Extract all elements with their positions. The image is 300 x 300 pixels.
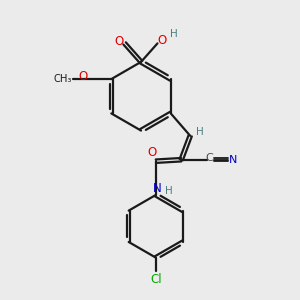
Text: H: H	[164, 186, 172, 196]
Text: N: N	[229, 155, 238, 165]
Text: H: H	[170, 29, 178, 39]
Text: N: N	[153, 182, 162, 195]
Text: O: O	[115, 34, 124, 47]
Text: C: C	[206, 153, 214, 163]
Text: O: O	[158, 34, 167, 47]
Text: Cl: Cl	[150, 273, 162, 286]
Text: H: H	[196, 127, 204, 137]
Text: O: O	[79, 70, 88, 83]
Text: O: O	[148, 146, 157, 159]
Text: CH₃: CH₃	[54, 74, 72, 84]
